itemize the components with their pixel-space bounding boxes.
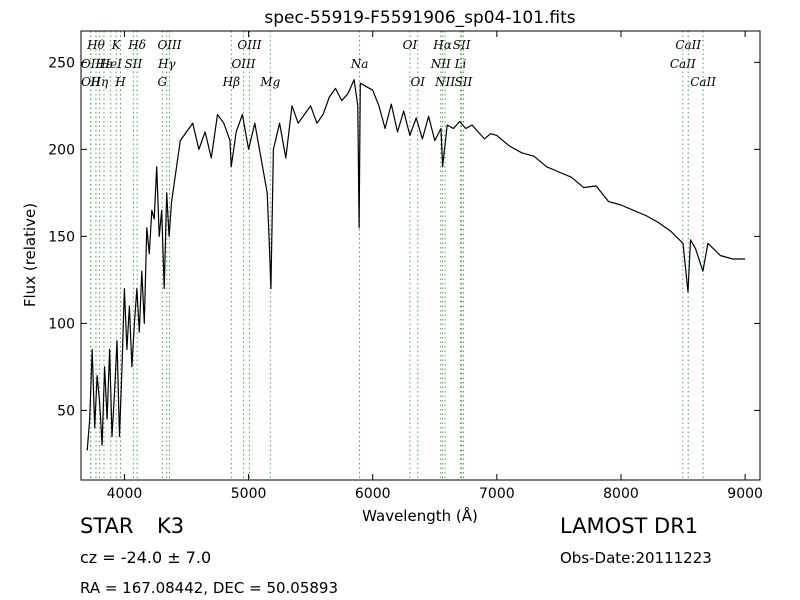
x-tick-label-5: 9000: [727, 486, 763, 502]
y-axis-label: Flux (relative): [21, 203, 39, 307]
x-tick-label-4: 8000: [603, 486, 639, 502]
marker-label-6: K: [111, 38, 122, 52]
marker-label-23: Li: [454, 57, 467, 71]
marker-label-11: Hγ: [157, 57, 176, 71]
observation-date: Obs-Date:20111223: [560, 549, 712, 567]
y-tick-label-0: 50: [57, 403, 75, 419]
x-axis-label: Wavelength (Å): [362, 506, 478, 525]
marker-label-8: SII: [125, 57, 143, 71]
chart-title: spec-55919-F5591906_sp04-101.fits: [264, 8, 575, 28]
spectrum-line-0: [86, 79, 746, 451]
marker-label-17: Na: [350, 57, 369, 71]
coordinates: RA = 167.08442, DEC = 50.05893: [80, 579, 339, 597]
marker-label-13: Hβ: [222, 75, 240, 89]
object-subclass: K3: [157, 514, 185, 538]
object-class: STAR: [80, 514, 134, 538]
marker-label-7: H: [114, 75, 126, 89]
x-tick-label-1: 5000: [231, 486, 267, 502]
y-tick-label-1: 100: [48, 316, 75, 332]
marker-label-4: Hε: [95, 57, 113, 71]
redshift-cz: cz = -24.0 ± 7.0: [80, 548, 212, 567]
x-tick-label-2: 6000: [355, 486, 391, 502]
marker-label-20: NII: [430, 57, 451, 71]
marker-label-25: SII: [455, 75, 473, 89]
y-tick-label-4: 250: [48, 55, 75, 71]
y-tick-label-2: 150: [48, 229, 75, 245]
marker-label-10: G: [158, 75, 168, 89]
y-tick-label-3: 200: [48, 142, 75, 158]
marker-label-24: SII: [453, 38, 471, 52]
marker-label-9: Hδ: [127, 38, 146, 52]
axis-ticks: 4000 5000 6000 7000 8000 9000 50 100 150 200 250: [48, 31, 763, 502]
survey-name: LAMOST DR1: [560, 514, 699, 538]
line-markers: OIIOIIHθHηHεHeIKHSIIHδGHγOIIIHβOIIIOIIIM…: [81, 31, 716, 480]
marker-label-2: Hθ: [86, 38, 105, 52]
marker-label-27: CaII: [675, 38, 701, 52]
x-tick-label-3: 7000: [479, 486, 515, 502]
plot-area: [86, 79, 746, 451]
marker-label-12: OIII: [157, 38, 181, 52]
marker-label-21: Hα: [432, 38, 452, 52]
marker-label-19: OI: [410, 75, 425, 89]
marker-label-26: CaII: [670, 57, 696, 71]
marker-label-15: OIII: [237, 38, 261, 52]
plot-frame: [80, 30, 761, 481]
marker-label-14: OIII: [231, 57, 255, 71]
marker-label-22: NII: [434, 75, 455, 89]
marker-label-5: HeI: [99, 57, 123, 71]
marker-label-18: OI: [403, 38, 418, 52]
marker-label-28: CaII: [690, 75, 716, 89]
marker-label-3: Hη: [90, 75, 109, 89]
x-tick-label-0: 4000: [107, 486, 143, 502]
marker-label-16: Mg: [259, 75, 280, 89]
